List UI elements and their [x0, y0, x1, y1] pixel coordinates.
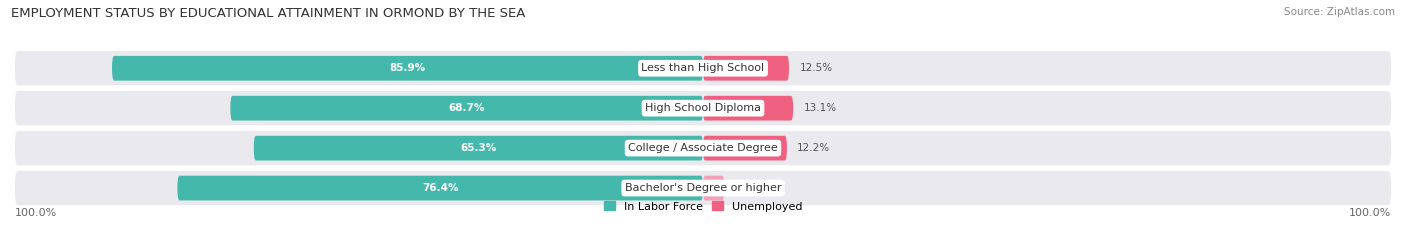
- Text: College / Associate Degree: College / Associate Degree: [628, 143, 778, 153]
- FancyBboxPatch shape: [15, 171, 1391, 205]
- FancyBboxPatch shape: [703, 56, 789, 81]
- Text: EMPLOYMENT STATUS BY EDUCATIONAL ATTAINMENT IN ORMOND BY THE SEA: EMPLOYMENT STATUS BY EDUCATIONAL ATTAINM…: [11, 7, 526, 20]
- Text: 3.1%: 3.1%: [735, 183, 761, 193]
- Text: 76.4%: 76.4%: [422, 183, 458, 193]
- Text: 12.5%: 12.5%: [800, 63, 832, 73]
- Text: 65.3%: 65.3%: [460, 143, 496, 153]
- Text: Bachelor's Degree or higher: Bachelor's Degree or higher: [624, 183, 782, 193]
- Text: 100.0%: 100.0%: [1348, 208, 1391, 218]
- Text: Less than High School: Less than High School: [641, 63, 765, 73]
- Text: 100.0%: 100.0%: [15, 208, 58, 218]
- FancyBboxPatch shape: [703, 96, 793, 120]
- FancyBboxPatch shape: [15, 91, 1391, 125]
- Text: 68.7%: 68.7%: [449, 103, 485, 113]
- FancyBboxPatch shape: [253, 136, 703, 161]
- FancyBboxPatch shape: [177, 176, 703, 200]
- FancyBboxPatch shape: [703, 176, 724, 200]
- Text: 13.1%: 13.1%: [803, 103, 837, 113]
- FancyBboxPatch shape: [15, 51, 1391, 86]
- Text: Source: ZipAtlas.com: Source: ZipAtlas.com: [1284, 7, 1395, 17]
- FancyBboxPatch shape: [231, 96, 703, 120]
- Text: High School Diploma: High School Diploma: [645, 103, 761, 113]
- FancyBboxPatch shape: [112, 56, 703, 81]
- Legend: In Labor Force, Unemployed: In Labor Force, Unemployed: [599, 197, 807, 216]
- FancyBboxPatch shape: [703, 136, 787, 161]
- Text: 85.9%: 85.9%: [389, 63, 426, 73]
- Text: 12.2%: 12.2%: [797, 143, 831, 153]
- FancyBboxPatch shape: [15, 131, 1391, 165]
